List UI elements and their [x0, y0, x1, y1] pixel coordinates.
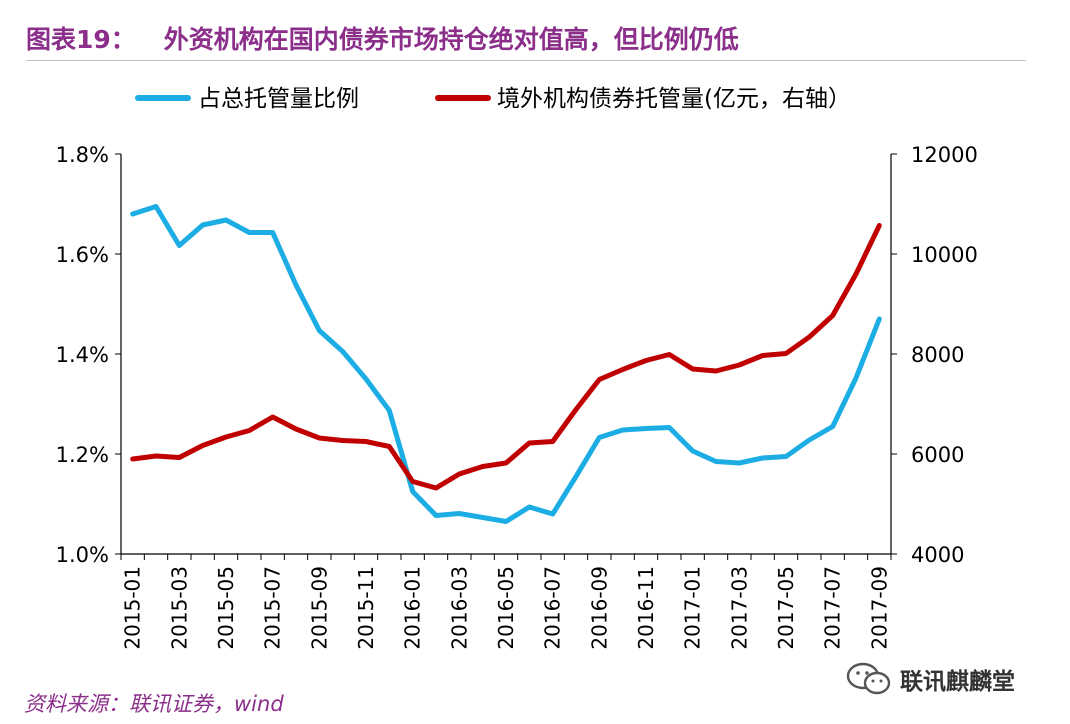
x-tick-label: 2016-05 — [494, 566, 518, 650]
y-left-tick-label: 1.6% — [56, 243, 109, 267]
source-note: 资料来源：联讯证券，wind — [24, 692, 284, 716]
y-right-tick-label: 10000 — [911, 243, 978, 267]
x-tick-label: 2016-09 — [587, 566, 611, 650]
y-right-tick-label: 12000 — [911, 143, 978, 167]
x-tick-label: 2015-01 — [121, 566, 145, 650]
x-tick-label: 2017-05 — [774, 566, 798, 650]
watermark-text: 联讯麒麟堂 — [900, 669, 1015, 695]
y-left-tick-label: 1.0% — [56, 543, 109, 567]
x-tick-label: 2017-01 — [681, 566, 705, 650]
x-tick-label: 2016-11 — [634, 566, 658, 650]
x-tick-label: 2016-07 — [541, 566, 565, 650]
y-left-tick-label: 1.8% — [56, 143, 109, 167]
x-tick-label: 2015-11 — [354, 566, 378, 650]
title-divider — [26, 60, 1026, 61]
x-tick-label: 2015-03 — [167, 566, 191, 650]
x-tick-label: 2015-07 — [261, 566, 285, 650]
y-left-tick-label: 1.2% — [56, 443, 109, 467]
y-left-tick-label: 1.4% — [56, 343, 109, 367]
wechat-icon — [846, 662, 891, 695]
x-tick-label: 2017-07 — [821, 566, 845, 650]
x-tick-label: 2017-09 — [867, 566, 891, 650]
x-tick-label: 2016-01 — [401, 566, 425, 650]
title-text: 外资机构在国内债券市场持仓绝对值高，但比例仍低 — [163, 25, 739, 54]
x-tick-label: 2015-05 — [214, 566, 238, 650]
series-line-ratio — [130, 204, 882, 524]
legend-label-ratio: 占总托管量比例 — [198, 86, 359, 112]
y-right-tick-label: 8000 — [911, 343, 964, 367]
x-tick-label: 2016-03 — [447, 566, 471, 650]
y-right-tick-label: 4000 — [911, 543, 964, 567]
x-tick-label: 2017-03 — [727, 566, 751, 650]
series-line-holdings — [130, 223, 882, 491]
chart-title: 图表19： 外资机构在国内债券市场持仓绝对值高，但比例仍低 — [26, 20, 739, 56]
x-tick-label: 2015-09 — [307, 566, 331, 650]
legend-label-holdings: 境外机构债券托管量(亿元，右轴） — [497, 86, 851, 112]
watermark: 联讯麒麟堂 — [846, 662, 1015, 696]
y-right-tick-label: 6000 — [911, 443, 964, 467]
title-prefix: 图表19： — [26, 25, 136, 54]
